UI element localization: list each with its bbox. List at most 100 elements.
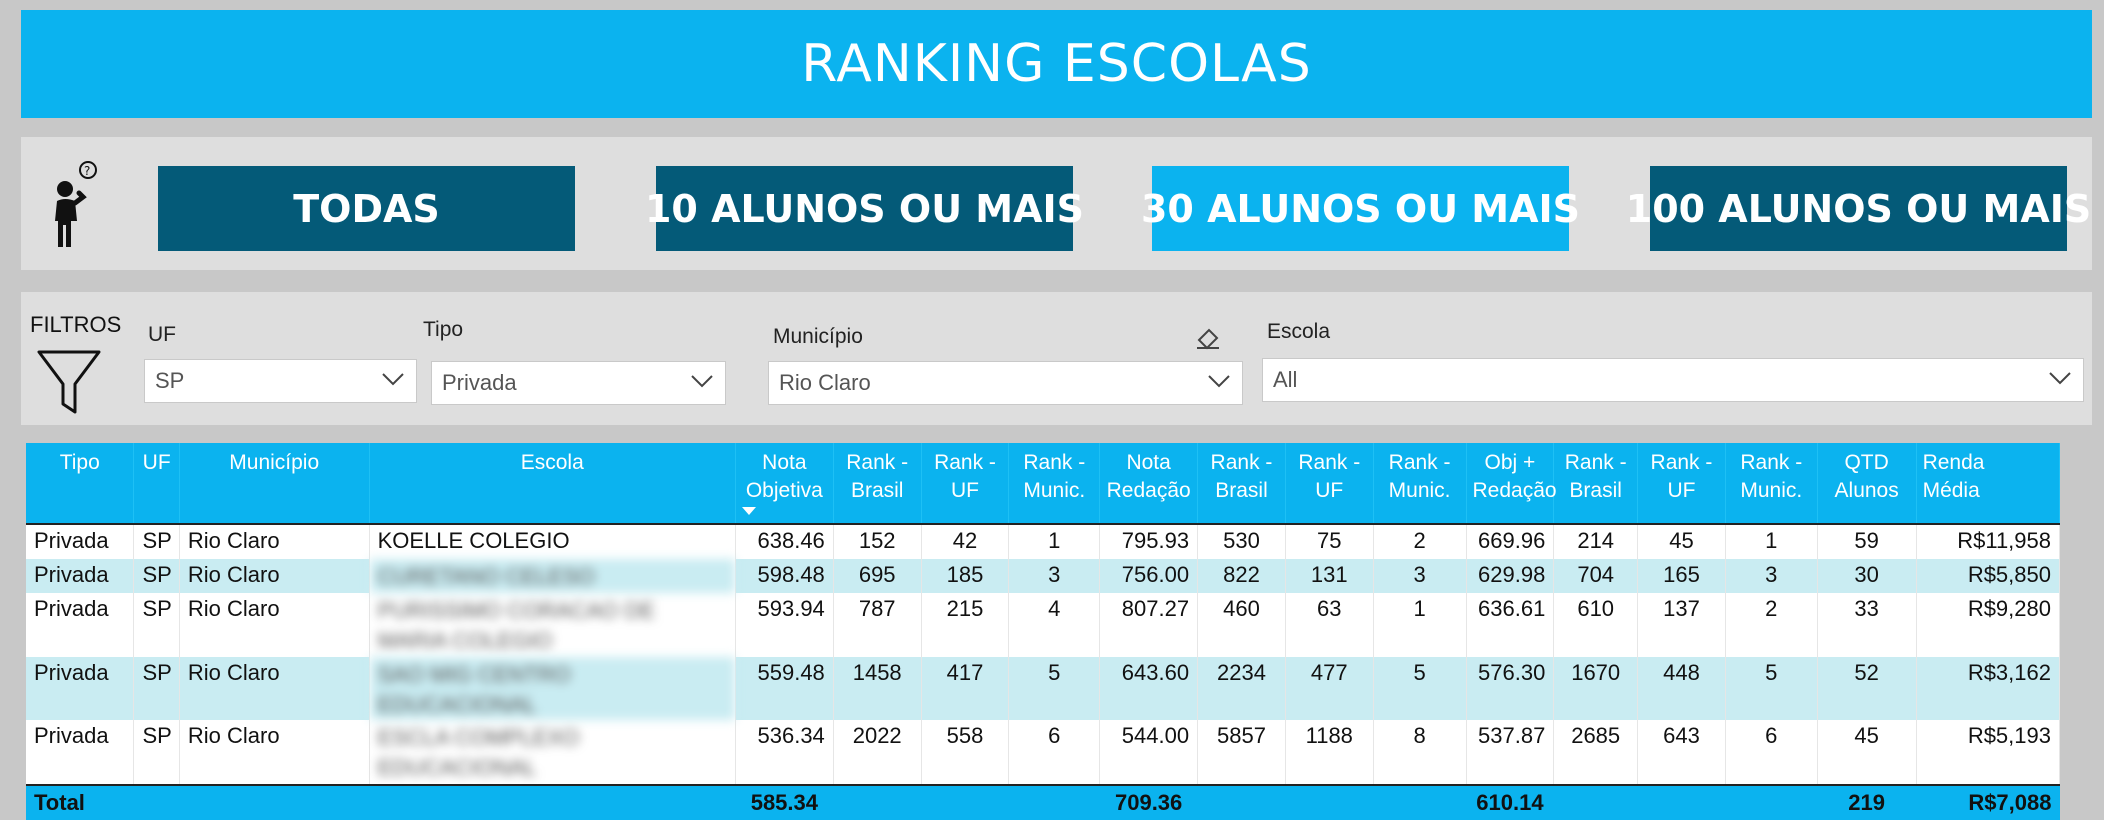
table-row[interactable]: Privada SP Rio Claro KOELLE COLEGIO 638.46 15… — [26, 524, 2061, 559]
column-header-text: Média — [1922, 479, 1980, 502]
column-header[interactable]: QTD Alunos — [1817, 443, 1917, 524]
column-header-text: QTD — [1844, 451, 1889, 474]
table-cell: 598.48 — [735, 559, 834, 593]
column-header-text: Escola — [520, 451, 584, 474]
tipo-dropdown[interactable]: Privada — [431, 361, 726, 405]
table-cell: 5 — [1373, 657, 1467, 720]
table-cell: 795.93 — [1099, 524, 1199, 559]
table-cell: Rio Claro — [179, 559, 370, 593]
column-header[interactable]: Escola — [369, 443, 736, 524]
column-header[interactable]: Rank - Brasil — [833, 443, 922, 524]
column-header-text: Renda — [1922, 451, 1985, 474]
column-header[interactable]: Rank - Brasil — [1553, 443, 1639, 524]
table-cell: SP — [133, 720, 180, 785]
column-header[interactable]: Tipo — [26, 443, 135, 524]
table-cell: 822 — [1197, 559, 1286, 593]
table-row[interactable]: Privada SP Rio Claro CURETANO CELESO 598.48 6… — [26, 559, 2061, 593]
table-cell: 52 — [1817, 657, 1917, 720]
table-cell: 45 — [1817, 720, 1917, 785]
funnel-icon — [37, 350, 101, 414]
column-header-text: Rank - — [934, 451, 996, 474]
column-header[interactable]: Rank - Munic. — [1008, 443, 1101, 524]
column-header-text: Munic. — [1388, 479, 1451, 502]
column-header-text: Munic. — [1740, 479, 1803, 502]
column-header[interactable]: Rank - Brasil — [1197, 443, 1286, 524]
10-alunos-button[interactable]: 10 ALUNOS OU MAIS — [645, 166, 1084, 251]
table-cell: 669.96 — [1466, 524, 1555, 559]
column-header[interactable]: Rank - UF — [1285, 443, 1374, 524]
table-cell: 5 — [1725, 657, 1818, 720]
table-cell: 536.34 — [735, 720, 834, 785]
column-header[interactable]: Renda Média — [1916, 443, 2061, 524]
table-cell: SP — [133, 524, 180, 559]
table-cell: 2 — [1725, 593, 1818, 657]
table-cell: 1670 — [1553, 657, 1639, 720]
column-header[interactable]: Rank - UF — [1637, 443, 1726, 524]
table-cell: Rio Claro — [179, 524, 370, 559]
table-cell: 152 — [833, 524, 922, 559]
table-cell: Privada — [26, 559, 135, 593]
table-cell: 131 — [1285, 559, 1374, 593]
municipio-dropdown[interactable]: Rio Claro — [768, 361, 1243, 405]
sort-descending-icon[interactable] — [741, 507, 756, 515]
table-cell: Rio Claro — [179, 657, 370, 720]
table-cell: 559.48 — [735, 657, 834, 720]
column-header-text: Município — [229, 451, 320, 474]
escola-cell: CURETANO CELESO — [369, 559, 736, 593]
uf-dropdown[interactable]: SP — [144, 359, 417, 403]
total-label: Total — [26, 784, 134, 820]
column-header-text: UF — [142, 451, 171, 474]
chevron-down-icon — [382, 373, 404, 386]
table-cell: 643 — [1637, 720, 1726, 785]
escola-dropdown[interactable]: All — [1262, 358, 2084, 402]
column-header[interactable]: Rank - Munic. — [1373, 443, 1467, 524]
table-cell: 704 — [1553, 559, 1639, 593]
thinking-person-icon: ? — [55, 161, 97, 247]
table-cell: 2685 — [1553, 720, 1639, 785]
filters-title: FILTROS — [30, 312, 122, 337]
column-header-text: Rank - — [1650, 451, 1713, 474]
table-cell: SP — [133, 559, 180, 593]
table-cell: R$11,958 — [1916, 524, 2061, 559]
column-header[interactable]: Nota Objetiva — [735, 443, 834, 524]
table-row[interactable]: Privada SP Rio Claro ESCLA COMPLEXO EDUCACI… — [26, 720, 2061, 785]
table-cell: 643.60 — [1099, 657, 1199, 720]
table-cell: 30 — [1817, 559, 1917, 593]
total-renda-media: R$7,088 — [1916, 784, 2060, 820]
escola-cell: SAO MIG CENTRO EDUCACIONAL — [369, 657, 736, 720]
table-cell: Privada — [26, 524, 135, 559]
table-cell: 3 — [1373, 559, 1467, 593]
total-nota-redacao: 709.36 — [1099, 784, 1198, 820]
column-header-text: Nota — [762, 451, 807, 474]
table-cell: 629.98 — [1466, 559, 1555, 593]
column-header[interactable]: Rank - Munic. — [1725, 443, 1818, 524]
table-cell: R$9,280 — [1916, 593, 2061, 657]
column-header[interactable]: UF — [133, 443, 180, 524]
table-row[interactable]: Privada SP Rio Claro PURISSIMO CORACAO DE M… — [26, 593, 2061, 657]
column-header[interactable]: Rank - UF — [921, 443, 1010, 524]
table-cell: 636.61 — [1466, 593, 1555, 657]
svg-text:?: ? — [84, 164, 90, 178]
table-cell: 137 — [1637, 593, 1726, 657]
column-header-text: Rank - — [846, 451, 909, 474]
todas-button[interactable]: TODAS — [158, 166, 575, 251]
table-cell: 610 — [1553, 593, 1639, 657]
column-header-text: Munic. — [1023, 479, 1086, 502]
column-header[interactable]: Nota Redação — [1099, 443, 1199, 524]
table-cell: Privada — [26, 657, 135, 720]
table-cell: 544.00 — [1099, 720, 1199, 785]
table-cell: 5 — [1008, 657, 1101, 720]
column-header-text: Rank - — [1023, 451, 1086, 474]
column-header[interactable]: Município — [179, 443, 370, 524]
30-alunos-button[interactable]: 30 ALUNOS OU MAIS — [1141, 166, 1580, 251]
table-row[interactable]: Privada SP Rio Claro SAO MIG CENTRO EDUCACI… — [26, 657, 2061, 720]
eraser-icon[interactable] — [1195, 326, 1221, 350]
column-header[interactable]: Obj + Redação — [1466, 443, 1557, 524]
table-cell: SP — [133, 593, 180, 657]
table-cell: Privada — [26, 593, 135, 657]
table-cell: 2022 — [833, 720, 922, 785]
table-cell: 537.87 — [1466, 720, 1555, 785]
100-alunos-button[interactable]: 100 ALUNOS OU MAIS — [1626, 166, 2091, 251]
table-cell: 1188 — [1285, 720, 1374, 785]
table-cell: 45 — [1637, 524, 1726, 559]
